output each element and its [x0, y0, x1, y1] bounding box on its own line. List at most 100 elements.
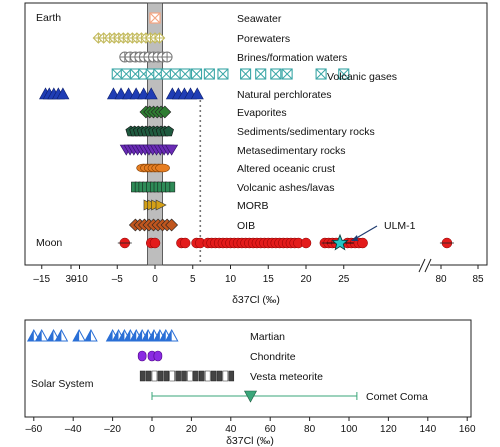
- group-label: OIB: [237, 220, 255, 232]
- data-point: [97, 32, 110, 44]
- tick-label: 85: [472, 274, 484, 285]
- data-point: [222, 370, 229, 382]
- tick-label: –10: [71, 274, 88, 285]
- series-chondrite: [137, 350, 163, 362]
- series-metasedimentary-rocks: [119, 144, 179, 156]
- data-point: [169, 68, 181, 80]
- data-point: [151, 370, 158, 382]
- ulm1-annotation: ULM-1: [384, 220, 416, 232]
- data-point: [145, 370, 152, 382]
- tick-label: 100: [341, 424, 358, 435]
- data-point: [34, 328, 49, 342]
- data-point: [203, 68, 215, 80]
- tick-label: –60: [25, 424, 42, 435]
- tick-label: 10: [225, 274, 237, 285]
- data-point: [144, 87, 158, 100]
- data-point: [300, 237, 312, 249]
- series-porewaters: [92, 32, 166, 44]
- data-point: [190, 87, 204, 100]
- data-point: [179, 237, 191, 249]
- data-point: [210, 370, 217, 382]
- tick-label: 30: [65, 274, 77, 285]
- data-point: [181, 370, 187, 382]
- data-point: [187, 370, 193, 382]
- data-point: [160, 68, 172, 80]
- top-x-axis: –15 –10 –5 0 5 10 15 20 25 30 80 85: [33, 265, 484, 285]
- tick-label: 5: [190, 274, 196, 285]
- series-morb: [143, 199, 167, 211]
- series-comet-coma: [151, 390, 358, 403]
- group-label: Natural perchlorates: [237, 89, 332, 101]
- earth-label: Earth: [36, 12, 61, 24]
- group-label: Brines/formation waters: [237, 52, 347, 64]
- bottom-data-marks: [26, 328, 358, 403]
- group-label: Volcanic gases: [327, 71, 397, 83]
- series-seawater: [149, 12, 161, 24]
- bottom-group-labels: Martian Chondrite Vesta meteorite Comet Com…: [250, 331, 428, 403]
- group-label: Porewaters: [237, 33, 290, 45]
- tick-label: 140: [419, 424, 436, 435]
- tick-label: 40: [225, 424, 237, 435]
- data-point: [164, 328, 179, 342]
- data-point: [149, 237, 161, 249]
- group-label: Metasedimentary rocks: [237, 145, 346, 157]
- data-point: [193, 370, 199, 382]
- data-point: [216, 370, 223, 382]
- tick-label: 25: [338, 274, 350, 285]
- tick-label: 80: [304, 424, 316, 435]
- data-point: [315, 68, 327, 80]
- group-label: Sediments/sedimentary rocks: [237, 126, 375, 138]
- data-point: [169, 181, 176, 193]
- series-sediments-sedimentary-rocks: [125, 125, 174, 137]
- data-point: [165, 181, 171, 193]
- group-label: Chondrite: [250, 351, 296, 363]
- tick-label: –15: [33, 274, 50, 285]
- data-point: [56, 87, 70, 100]
- data-point: [163, 370, 170, 382]
- series-volcanic-gases: [111, 68, 350, 80]
- bottom-plot-frame: [24, 319, 472, 418]
- data-point: [165, 144, 179, 156]
- tick-label: –40: [65, 424, 82, 435]
- data-point: [165, 218, 179, 232]
- data-point: [175, 370, 181, 382]
- tick-label: 20: [300, 274, 312, 285]
- data-point: [199, 370, 205, 382]
- top-panel: Seawater Porewaters Brines/formation water…: [24, 2, 488, 306]
- series-martian: [26, 328, 179, 342]
- data-point: [157, 370, 164, 382]
- solar-system-label: Solar System: [31, 378, 94, 390]
- group-label: MORB: [237, 200, 269, 212]
- group-label: Comet Coma: [366, 391, 428, 403]
- tick-label: 80: [435, 274, 447, 285]
- data-point: [357, 237, 368, 249]
- bottom-x-axis: –60 –40 –20 0 20 40 60 80 100 120 140 160: [25, 417, 476, 435]
- moon-label: Moon: [36, 237, 62, 249]
- data-point: [179, 68, 191, 80]
- tick-label: 120: [380, 424, 397, 435]
- bottom-panel: Martian Chondrite Vesta meteorite Comet Com…: [24, 319, 476, 447]
- tick-label: 60: [265, 424, 277, 435]
- data-point: [72, 328, 86, 342]
- data-point: [228, 370, 235, 382]
- series-oib: [128, 218, 179, 232]
- top-xlabel: δ37Cl (‰): [232, 294, 280, 306]
- series-vesta-meteorite: [139, 370, 235, 382]
- group-label: Seawater: [237, 13, 282, 25]
- data-point: [204, 370, 211, 382]
- series-ulm-1: [326, 233, 354, 251]
- group-label: Vesta meteorite: [250, 371, 323, 383]
- data-point: [153, 350, 163, 362]
- data-point: [338, 68, 350, 80]
- axis-break: [418, 258, 432, 273]
- top-plot-frame: [24, 2, 488, 266]
- bottom-xlabel: δ37Cl (‰): [226, 435, 274, 447]
- group-label: Martian: [250, 331, 285, 343]
- data-point: [155, 163, 170, 173]
- series-altered-oceanic-crust: [136, 163, 170, 173]
- group-label: Evaporites: [237, 107, 287, 119]
- data-point: [158, 105, 172, 119]
- series-evaporites: [139, 105, 172, 119]
- data-point: [331, 233, 349, 251]
- top-group-labels: Seawater Porewaters Brines/formation water…: [237, 13, 397, 232]
